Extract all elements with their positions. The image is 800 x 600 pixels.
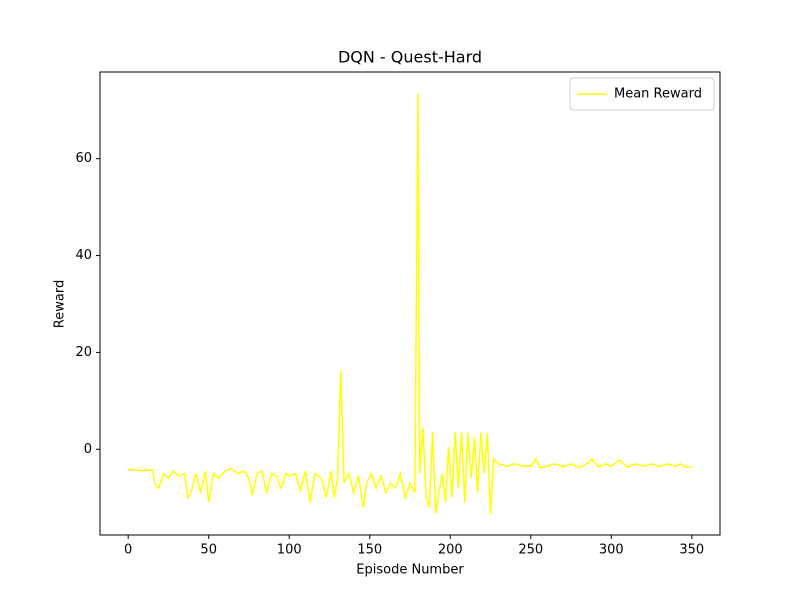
legend-box bbox=[569, 77, 715, 111]
x-tick-label: 200 bbox=[438, 543, 463, 558]
x-tick-label: 0 bbox=[124, 543, 132, 558]
y-tick-label: 0 bbox=[84, 442, 92, 457]
data-line bbox=[128, 93, 692, 514]
x-tick-label: 250 bbox=[518, 543, 543, 558]
x-axis-label: Episode Number bbox=[356, 563, 464, 578]
x-tick-label: 350 bbox=[679, 543, 704, 558]
x-tick-label: 150 bbox=[357, 543, 382, 558]
x-tick-label: 100 bbox=[277, 543, 302, 558]
x-tick-label: 300 bbox=[599, 543, 624, 558]
chart-title: DQN - Quest-Hard bbox=[338, 48, 482, 67]
plot-frame bbox=[99, 71, 721, 536]
y-axis-label: Reward bbox=[53, 280, 68, 328]
legend-label: Mean Reward bbox=[614, 87, 702, 102]
x-tick-label: 50 bbox=[200, 543, 217, 558]
y-tick-label: 40 bbox=[75, 248, 92, 263]
y-tick-label: 20 bbox=[75, 345, 92, 360]
y-tick-label: 60 bbox=[75, 151, 92, 166]
